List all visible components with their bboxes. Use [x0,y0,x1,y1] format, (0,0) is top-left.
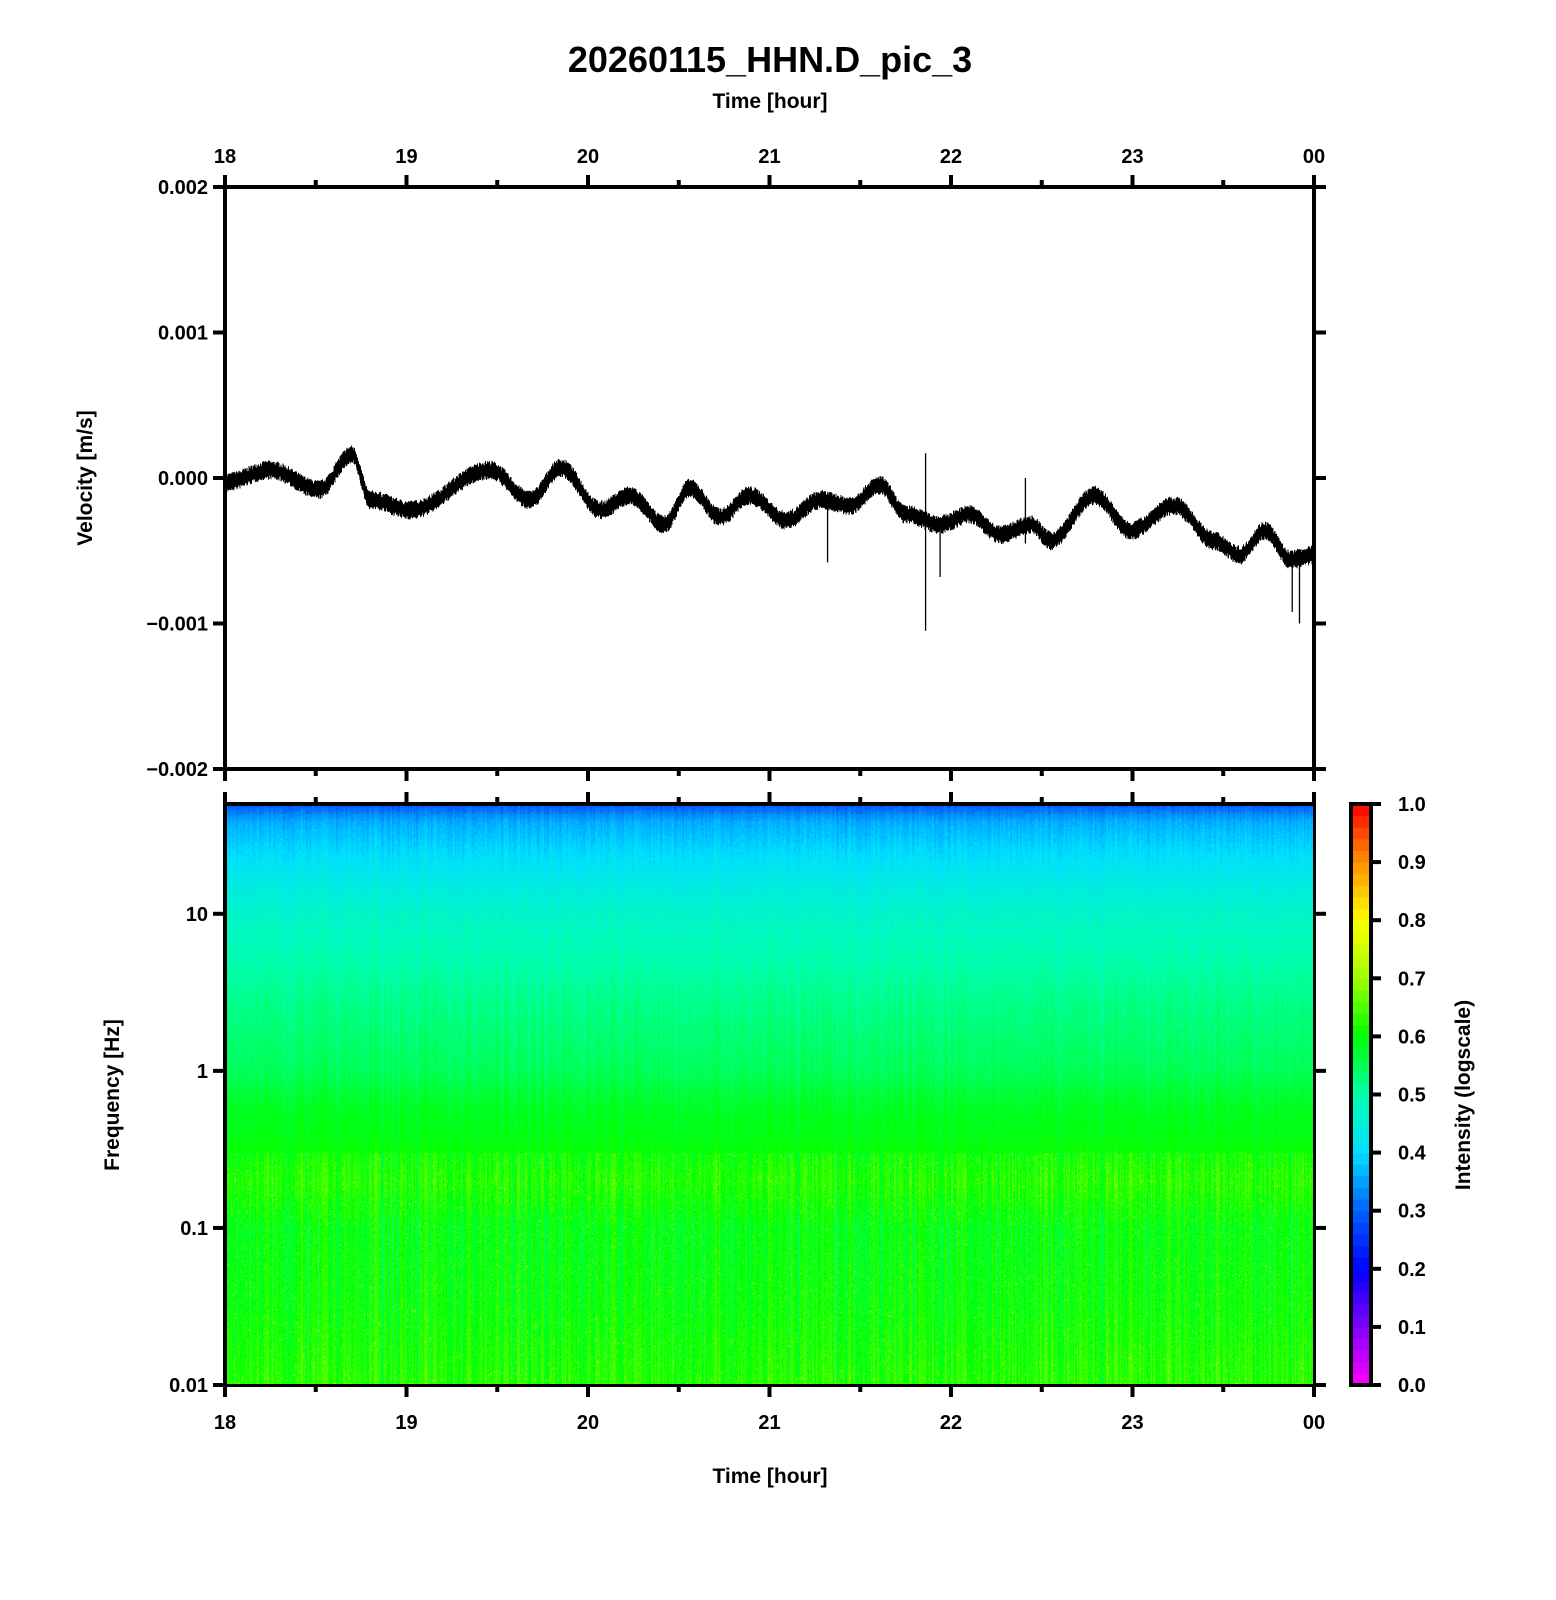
colorbar-tick-label: 0.1 [1398,1317,1426,1339]
colorbar-segment [1351,862,1371,875]
colorbar-segment [1351,1199,1371,1212]
colorbar-segment [1351,850,1371,863]
colorbar-segment [1351,1152,1371,1165]
colorbar: 1.0 0.9 0.8 0.7 0.6 0.5 0.4 0.3 0.2 0.1 0.0 [1349,794,1427,1397]
colorbar-segment [1351,896,1371,910]
colorbar-segment [1351,1071,1371,1084]
colorbar-segment [1351,1082,1371,1095]
frequency-y-tick-label: 1 [197,1061,208,1083]
top-x-tick-label: 20 [577,146,599,168]
frequency-y-tick-label: 0.01 [169,1375,208,1397]
frequency-y-tick-label: 10 [186,904,208,926]
colorbar-segment [1351,1036,1371,1049]
colorbar-segment [1351,978,1371,991]
colorbar-tick-label: 0.3 [1398,1201,1426,1223]
colorbar-segment [1351,1257,1371,1270]
colorbar-segment [1351,1048,1371,1061]
frequency-y-tick-label: 0.1 [180,1218,208,1240]
colorbar-label: Intensity (logscale) [1452,1000,1475,1190]
colorbar-segment [1351,920,1371,933]
velocity-y-tick-label: 0.002 [158,177,208,199]
colorbar-segment [1351,943,1371,956]
top-x-tick-label: 18 [214,146,236,168]
top-x-tick-label: 21 [758,146,780,168]
spectrogram-image [227,806,1313,1384]
bottom-x-axis-label: Time [hour] [712,1465,827,1488]
colorbar-segment [1351,1106,1371,1119]
colorbar-segment [1351,966,1371,979]
waveform-panel [226,445,1313,631]
colorbar-tick-label: 0.4 [1398,1143,1427,1165]
colorbar-segment [1351,1280,1371,1293]
bottom-x-tick-label: 19 [395,1412,417,1434]
colorbar-segment [1351,1373,1371,1386]
velocity-y-tick-label: −0.001 [146,614,208,636]
colorbar-segment [1351,1233,1371,1247]
colorbar-segment [1351,873,1371,886]
colorbar-tick-label: 1.0 [1398,794,1426,816]
colorbar-tick-label: 0.8 [1398,910,1426,932]
colorbar-segment [1351,1187,1371,1200]
top-x-tick-label: 19 [395,146,417,168]
frequency-axis-label: Frequency [Hz] [101,1019,124,1171]
colorbar-tick-label: 0.7 [1398,968,1426,990]
colorbar-segment [1351,804,1371,817]
colorbar-segment [1351,931,1371,944]
colorbar-segment [1351,1350,1371,1363]
colorbar-segment [1351,838,1371,851]
velocity-y-tick-label: −0.002 [146,759,208,781]
colorbar-tick-label: 0.6 [1398,1026,1426,1048]
waveform-frame [223,185,1316,771]
top-x-tick-label: 23 [1121,146,1143,168]
colorbar-tick-label: 0.2 [1398,1259,1426,1281]
colorbar-segment [1351,827,1371,840]
colorbar-tick-label: 0.5 [1398,1085,1426,1107]
bottom-x-tick-label: 22 [940,1412,962,1434]
colorbar-segment [1351,1292,1371,1305]
bottom-x-tick-label: 18 [214,1412,236,1434]
velocity-y-tick-label: 0.001 [158,323,208,345]
chart-title: 20260115_HHN.D_pic_3 [568,39,972,80]
colorbar-segment [1351,1001,1371,1014]
colorbar-segment [1351,885,1371,898]
colorbar-segment [1351,1013,1371,1026]
colorbar-segment [1351,1129,1371,1142]
top-x-tick-label: 22 [940,146,962,168]
colorbar-segment [1351,1024,1371,1037]
colorbar-segment [1351,1315,1371,1328]
axis-ticks: 18 18 19 19 20 20 21 21 22 22 23 23 00 00 0.002 0.001 0.… [146,146,1326,1434]
colorbar-segment [1351,908,1371,921]
colorbar-segment [1351,1222,1371,1235]
velocity-axis-label: Velocity [m/s] [74,410,97,545]
colorbar-segment [1351,1140,1371,1154]
colorbar-segment [1351,1117,1371,1130]
colorbar-segment [1351,1361,1371,1374]
colorbar-segment [1351,1094,1371,1107]
velocity-y-tick-label: 0.000 [158,468,208,490]
colorbar-segment [1351,1326,1371,1340]
colorbar-tick-label: 0.9 [1398,852,1426,874]
bottom-x-tick-label: 00 [1303,1412,1325,1434]
colorbar-segment [1351,1338,1371,1351]
colorbar-segment [1351,989,1371,1003]
velocity-trace [226,445,1313,569]
colorbar-segment [1351,815,1371,828]
colorbar-segment [1351,1268,1371,1281]
colorbar-segment [1351,1059,1371,1072]
colorbar-segment [1351,955,1371,968]
colorbar-segment [1351,1164,1371,1177]
bottom-x-tick-label: 20 [577,1412,599,1434]
colorbar-segment [1351,1245,1371,1258]
colorbar-segment [1351,1303,1371,1316]
bottom-x-tick-label: 21 [758,1412,780,1434]
bottom-x-tick-label: 23 [1121,1412,1143,1434]
colorbar-segment [1351,1175,1371,1188]
top-x-tick-label: 00 [1303,146,1325,168]
colorbar-tick-label: 0.0 [1398,1375,1426,1397]
colorbar-segment [1351,1210,1371,1223]
top-x-axis-label: Time [hour] [712,90,827,113]
